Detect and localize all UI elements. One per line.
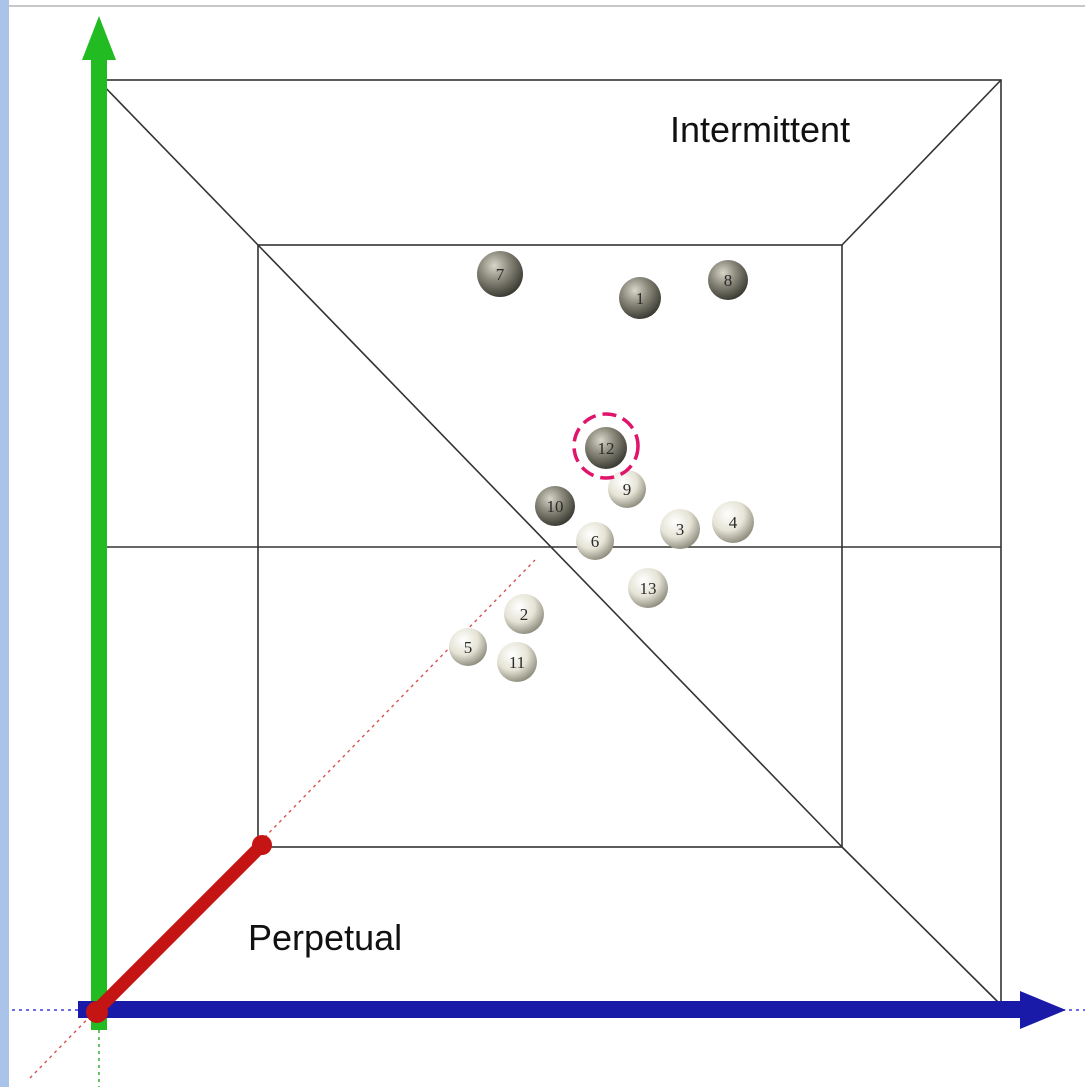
cube-edge-top-right (841, 79, 1002, 246)
data-point-12: 12 (585, 427, 627, 469)
z-axis-end-marker (252, 835, 272, 855)
point-label: 8 (724, 271, 733, 290)
point-ball (576, 522, 614, 560)
y-axis (82, 16, 116, 1030)
x-axis (78, 991, 1066, 1029)
data-point-11: 11 (497, 642, 537, 682)
point-ball (497, 642, 537, 682)
x-axis-arrowhead (1020, 991, 1066, 1029)
point-ball (535, 486, 575, 526)
intermittent-label: Intermittent (670, 109, 850, 150)
axes-origin-marker (86, 1001, 108, 1023)
point-label: 1 (636, 289, 645, 308)
cube-diagonal (257, 244, 843, 848)
point-label: 12 (598, 439, 615, 458)
point-ball (660, 509, 700, 549)
point-ball (708, 260, 748, 300)
data-point-13: 13 (628, 568, 668, 608)
point-ball (585, 427, 627, 469)
cube-edge-top-left (97, 79, 259, 246)
data-point-1: 1 (619, 277, 661, 319)
z-axis (86, 835, 272, 1023)
data-point-4: 4 (712, 501, 754, 543)
highlight-ring (572, 412, 640, 480)
left-border (0, 0, 9, 1087)
point-label: 6 (591, 532, 600, 551)
point-ball (504, 594, 544, 634)
point-ball (628, 568, 668, 608)
point-label: 9 (623, 480, 632, 499)
cube-edge-bottom-right (841, 846, 1002, 1006)
data-point-5: 5 (449, 628, 487, 666)
data-point-2: 2 (504, 594, 544, 634)
data-point-6: 6 (576, 522, 614, 560)
data-point-10: 10 (535, 486, 575, 526)
data-point-9: 9 (608, 470, 646, 508)
point-label: 11 (509, 653, 525, 672)
data-point-3: 3 (660, 509, 700, 549)
cube-inner-square (257, 244, 843, 848)
point-label: 13 (640, 579, 657, 598)
point-label: 10 (547, 497, 564, 516)
data-point-7: 7 (477, 251, 523, 297)
point-label: 5 (464, 638, 473, 657)
data-point-8: 8 (708, 260, 748, 300)
y-axis-arrowhead (82, 16, 116, 60)
point-label: 4 (729, 513, 738, 532)
point-ball (449, 628, 487, 666)
point-label: 2 (520, 605, 529, 624)
perpetual-label: Perpetual (248, 917, 402, 958)
point-label: 3 (676, 520, 685, 539)
point-ball (619, 277, 661, 319)
point-ball (608, 470, 646, 508)
point-ball (477, 251, 523, 297)
point-ball (712, 501, 754, 543)
point-label: 7 (496, 265, 505, 284)
